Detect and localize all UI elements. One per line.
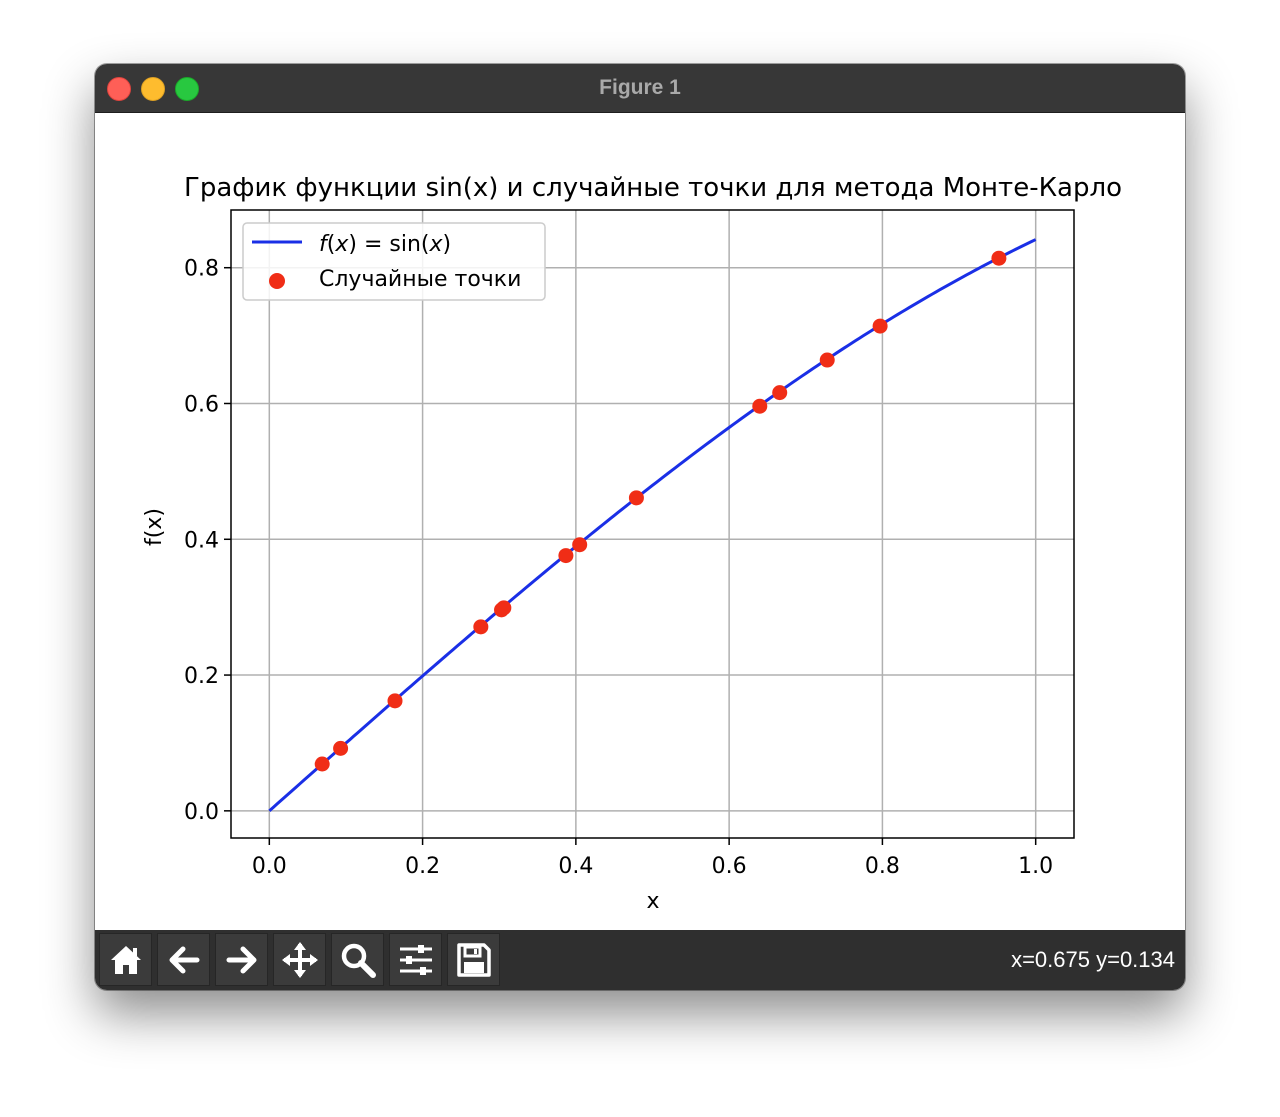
- x-tick-label: 0.8: [865, 854, 900, 879]
- curve-layer: [268, 238, 1037, 812]
- legend-box: [242, 222, 546, 301]
- y-ticks: 0.0 0.2 0.4 0.6 0.8: [184, 257, 231, 825]
- save-button[interactable]: [447, 933, 500, 986]
- x-tick-label: 0.6: [712, 854, 747, 879]
- navigation-toolbar: x=0.675 y=0.134: [95, 930, 1185, 990]
- x-tick-label: 0.0: [252, 854, 287, 879]
- y-tick-label: 0.6: [184, 392, 219, 417]
- y-tick-label: 0.0: [184, 800, 219, 825]
- y-tick-label: 0.8: [184, 257, 219, 282]
- home-button[interactable]: [99, 933, 152, 986]
- figure-window: Figure 1 График функции sin(x) и случайн…: [95, 64, 1185, 990]
- chart-title: График функции sin(x) и случайные точки …: [184, 173, 1122, 203]
- grid: [231, 210, 1074, 838]
- title-bar: Figure 1: [95, 64, 1185, 113]
- chart: График функции sin(x) и случайные точки …: [142, 173, 1122, 914]
- random-point: [772, 385, 788, 401]
- figure-canvas[interactable]: График функции sin(x) и случайные точки …: [95, 113, 1185, 929]
- random-point: [333, 740, 349, 756]
- zoom-window-button[interactable]: [175, 77, 199, 101]
- random-point: [473, 619, 489, 635]
- x-ticks: 0.0 0.2 0.4 0.6 0.8 1.0: [252, 838, 1053, 879]
- random-point: [991, 250, 1007, 266]
- random-point: [558, 548, 574, 564]
- random-point: [872, 318, 888, 334]
- minimize-window-button[interactable]: [141, 77, 165, 101]
- random-point: [387, 693, 403, 709]
- y-tick-label: 0.2: [184, 664, 219, 689]
- sliders-icon: [397, 941, 435, 979]
- magnifier-icon: [339, 941, 377, 979]
- configure-subplots-button[interactable]: [389, 933, 442, 986]
- forward-button[interactable]: [215, 933, 268, 986]
- pan-button[interactable]: [273, 933, 326, 986]
- y-tick-label: 0.4: [184, 528, 219, 553]
- home-icon: [108, 943, 144, 977]
- sin-curve: [268, 238, 1037, 812]
- close-window-button[interactable]: [107, 77, 131, 101]
- random-point: [314, 756, 330, 772]
- legend-label-points: Случайные точки: [319, 267, 521, 292]
- move-icon: [281, 941, 319, 979]
- x-tick-label: 0.2: [405, 854, 440, 879]
- random-point: [752, 398, 768, 414]
- floppy-disk-icon: [456, 942, 492, 978]
- random-point: [628, 490, 644, 506]
- window-title: Figure 1: [599, 76, 681, 99]
- back-button[interactable]: [157, 933, 210, 986]
- x-tick-label: 1.0: [1018, 854, 1053, 879]
- random-point: [572, 537, 588, 553]
- y-axis-label: f(x): [142, 508, 167, 546]
- axes-frame: [230, 209, 1075, 839]
- random-point: [496, 600, 512, 616]
- zoom-button[interactable]: [331, 933, 384, 986]
- points-layer: [314, 250, 1007, 772]
- x-axis-label: x: [646, 889, 659, 914]
- legend: f(x) = sin(x) Случайные точки: [242, 222, 546, 301]
- cursor-coordinates: x=0.675 y=0.134: [1011, 947, 1175, 972]
- arrow-right-icon: [224, 943, 260, 977]
- random-point: [819, 352, 835, 368]
- x-tick-label: 0.4: [558, 854, 593, 879]
- legend-label-function: f(x) = sin(x): [319, 232, 451, 257]
- arrow-left-icon: [166, 943, 202, 977]
- legend-dot-swatch: [269, 273, 285, 289]
